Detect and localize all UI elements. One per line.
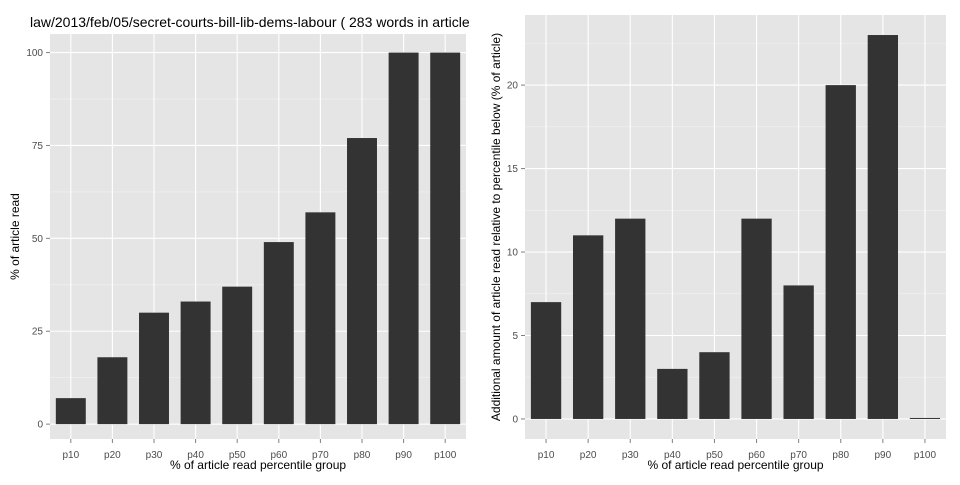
x-tick-label: p60 xyxy=(270,450,287,461)
y-tick-label: 0 xyxy=(512,414,518,425)
x-tick-label: p70 xyxy=(790,450,807,461)
bar-p10 xyxy=(55,398,86,425)
bar-p20 xyxy=(572,235,604,419)
x-tick-label: p20 xyxy=(104,450,121,461)
x-tick-label: p70 xyxy=(312,450,329,461)
y-axis-title: Additional amount of article read relati… xyxy=(489,33,503,421)
x-axis-title: % of article read percentile group xyxy=(647,458,823,472)
x-tick-label: p60 xyxy=(748,450,765,461)
bar-p40 xyxy=(180,301,211,425)
x-tick-label: p90 xyxy=(875,450,892,461)
bar-p50 xyxy=(222,286,253,425)
bar-p100 xyxy=(430,52,461,425)
bar-p10 xyxy=(530,302,562,419)
bar-p60 xyxy=(741,218,772,419)
y-tick-label: 5 xyxy=(512,331,518,342)
x-tick-label: p30 xyxy=(622,450,639,461)
y-tick-label: 75 xyxy=(32,141,44,152)
bar-p80 xyxy=(347,138,377,425)
bar-p20 xyxy=(97,357,128,425)
chart-title: law/2013/feb/05/secret-courts-bill-lib-d… xyxy=(30,14,470,30)
y-tick-label: 10 xyxy=(507,248,519,259)
y-tick-label: 15 xyxy=(507,164,519,175)
x-tick-label: p90 xyxy=(395,450,412,461)
y-tick-label: 0 xyxy=(37,420,43,431)
x-tick-label: p50 xyxy=(706,450,723,461)
y-tick-label: 25 xyxy=(32,327,44,338)
x-tick-label: p40 xyxy=(664,450,681,461)
left-chart: 0 25 50 75 100 p10 p20 p30 p40 p50 p60 p70 p80 p90 p10… xyxy=(8,14,470,472)
bar-p40 xyxy=(657,368,688,419)
x-tick-label: p30 xyxy=(146,450,163,461)
x-tick-label: p80 xyxy=(832,450,849,461)
bar-p90 xyxy=(388,52,419,425)
bar-p30 xyxy=(139,312,169,425)
bar-p30 xyxy=(615,218,646,419)
bar-p60 xyxy=(263,242,294,425)
x-tick-label: p50 xyxy=(229,450,246,461)
y-axis-title: % of article read xyxy=(8,193,22,280)
x-tick-label: p10 xyxy=(62,450,79,461)
bar-p90 xyxy=(867,35,899,419)
bar-p70 xyxy=(783,285,814,419)
bar-p50 xyxy=(699,352,730,419)
x-tick-label: p100 xyxy=(434,450,457,461)
y-tick-label: 50 xyxy=(32,234,44,245)
bar-p70 xyxy=(305,212,336,425)
y-tick-label: 100 xyxy=(26,48,43,59)
bar-p80 xyxy=(825,85,856,419)
x-tick-label: p10 xyxy=(538,450,555,461)
x-tick-label: p40 xyxy=(187,450,204,461)
x-tick-label: p80 xyxy=(354,450,371,461)
y-tick-label: 20 xyxy=(507,81,519,92)
x-tick-label: p100 xyxy=(914,450,937,461)
right-chart: 0 5 10 15 20 p10 p20 p30 p40 p50 p60 p70 p80 p90 p100%… xyxy=(489,15,946,472)
x-tick-label: p20 xyxy=(580,450,597,461)
x-axis-title: % of article read percentile group xyxy=(170,458,346,472)
bar-p100 xyxy=(909,417,941,419)
